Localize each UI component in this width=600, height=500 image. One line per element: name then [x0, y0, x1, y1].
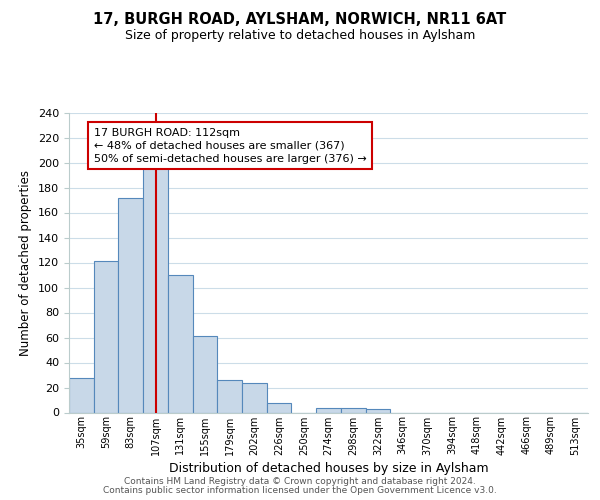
Bar — [94, 261, 118, 412]
Bar — [365, 409, 390, 412]
Y-axis label: Number of detached properties: Number of detached properties — [19, 170, 32, 356]
Bar — [217, 380, 242, 412]
Bar — [193, 336, 217, 412]
Bar — [267, 402, 292, 412]
Text: Contains public sector information licensed under the Open Government Licence v3: Contains public sector information licen… — [103, 486, 497, 495]
Text: Size of property relative to detached houses in Aylsham: Size of property relative to detached ho… — [125, 29, 475, 42]
Bar — [168, 275, 193, 412]
Text: 17, BURGH ROAD, AYLSHAM, NORWICH, NR11 6AT: 17, BURGH ROAD, AYLSHAM, NORWICH, NR11 6… — [94, 12, 506, 28]
Text: 17 BURGH ROAD: 112sqm
← 48% of detached houses are smaller (367)
50% of semi-det: 17 BURGH ROAD: 112sqm ← 48% of detached … — [94, 128, 367, 164]
Bar — [341, 408, 365, 412]
X-axis label: Distribution of detached houses by size in Aylsham: Distribution of detached houses by size … — [169, 462, 488, 474]
Text: Contains HM Land Registry data © Crown copyright and database right 2024.: Contains HM Land Registry data © Crown c… — [124, 477, 476, 486]
Bar — [143, 166, 168, 412]
Bar — [69, 378, 94, 412]
Bar — [316, 408, 341, 412]
Bar — [242, 382, 267, 412]
Bar — [118, 198, 143, 412]
